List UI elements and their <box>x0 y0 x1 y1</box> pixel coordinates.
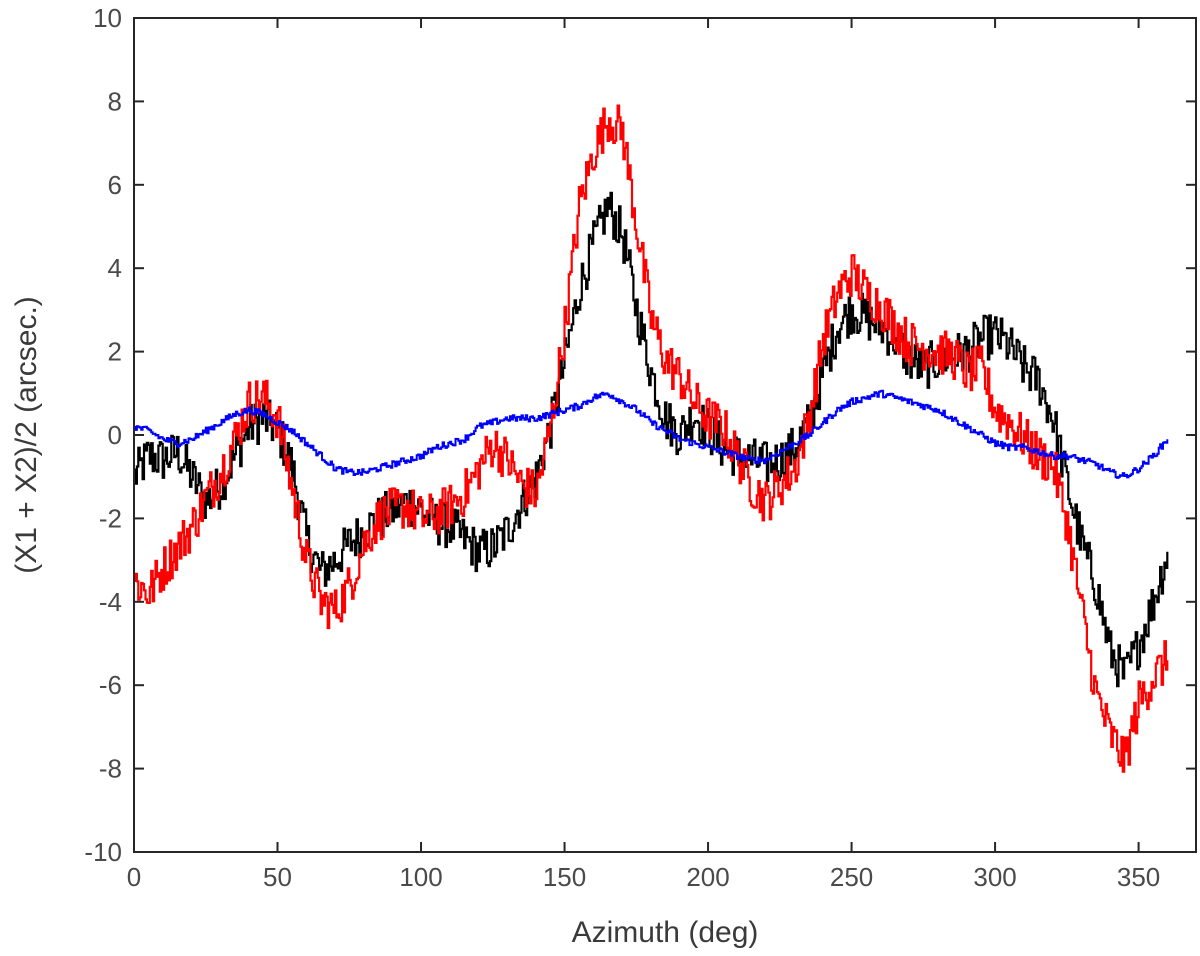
x-tick-label: 150 <box>543 862 586 892</box>
tick-layer: 0 50 100 150 200 250 300 350 -10 -8 -6 -4 -2 0 2 4 6 8 10 <box>84 3 1196 892</box>
y-tick-label: 8 <box>108 86 122 116</box>
x-tick-label: 100 <box>399 862 442 892</box>
y-tick-label: 6 <box>108 170 122 200</box>
series-layer <box>134 104 1169 773</box>
y-tick-label: -2 <box>99 503 122 533</box>
x-tick-label: 300 <box>973 862 1016 892</box>
series-black-line <box>134 191 1169 688</box>
y-tick-label: -10 <box>84 837 122 867</box>
x-tick-label: 200 <box>686 862 729 892</box>
series-red-line <box>134 104 1169 773</box>
x-axis-title: Azimuth (deg) <box>572 916 759 949</box>
y-tick-label: 4 <box>108 253 122 283</box>
y-tick-label: -4 <box>99 587 122 617</box>
y-tick-label: -6 <box>99 670 122 700</box>
y-tick-label: 0 <box>108 420 122 450</box>
x-tick-label: 0 <box>127 862 141 892</box>
x-tick-label: 350 <box>1117 862 1160 892</box>
x-tick-label: 50 <box>263 862 292 892</box>
series-blue-line <box>134 389 1169 479</box>
y-tick-label: 10 <box>93 3 122 33</box>
x-tick-label: 250 <box>830 862 873 892</box>
y-axis-title: (X1 + X2)/2 (arcsec.) <box>10 296 43 574</box>
y-tick-label: 2 <box>108 337 122 367</box>
y-tick-label: -8 <box>99 754 122 784</box>
